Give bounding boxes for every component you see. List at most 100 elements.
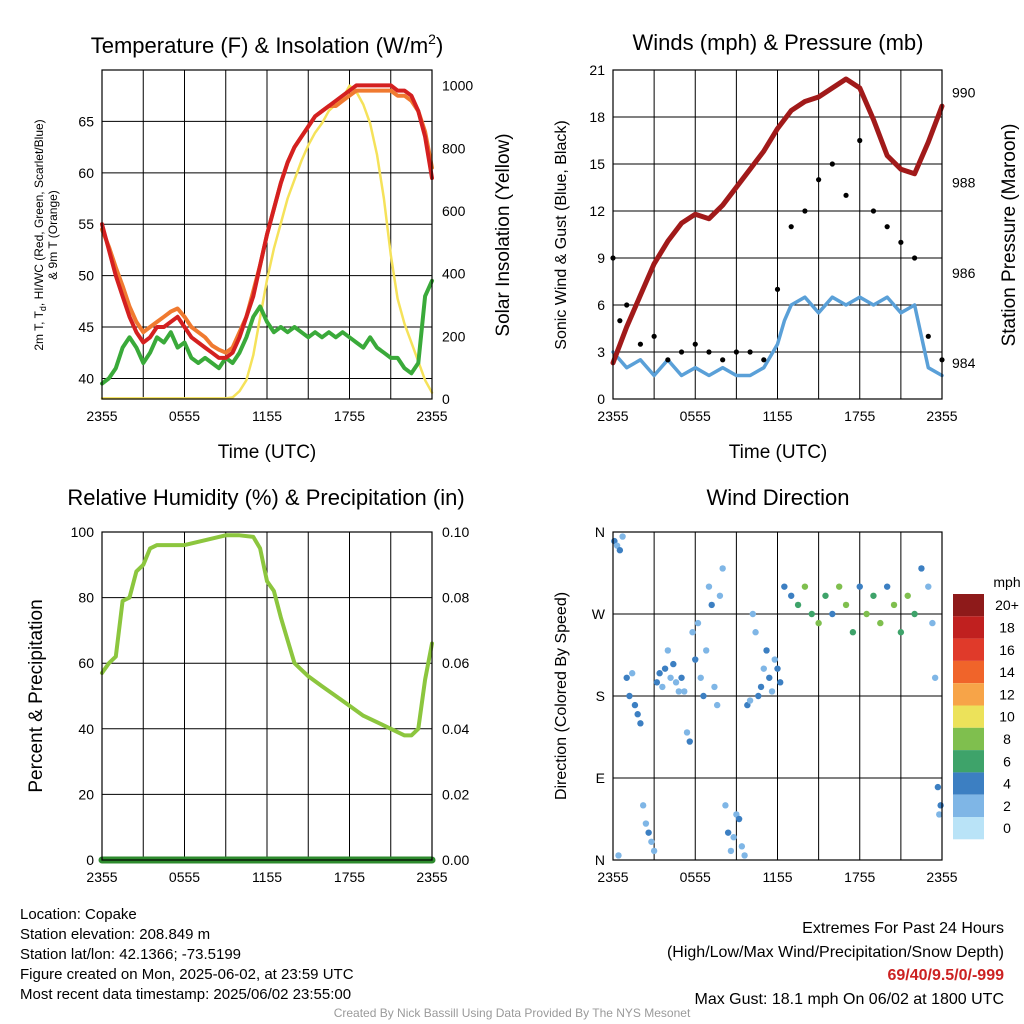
direction-point <box>870 592 877 599</box>
direction-point <box>763 647 770 654</box>
winds-right-ylabel: Station Pressure (Maroon) <box>999 124 1020 347</box>
direction-point <box>711 683 718 691</box>
direction-point <box>741 852 748 859</box>
temperature-y2tick-label: 1000 <box>442 78 473 94</box>
winds-xtick-label: 0555 <box>680 408 711 424</box>
direction-point <box>835 583 843 590</box>
direction-point <box>774 665 781 672</box>
station-location: Location: Copake <box>20 906 137 923</box>
temp-2m-series-line <box>100 83 434 360</box>
humidity-y2tick-label: 0.08 <box>442 590 469 606</box>
direction-point <box>918 565 925 572</box>
station-latlon: Station lat/lon: 42.1366; -73.5199 <box>20 946 242 963</box>
winds-panel-title: Winds (mph) & Pressure (mb) <box>633 30 924 55</box>
gust-point <box>706 349 712 355</box>
direction-ytick-label: N <box>595 852 605 868</box>
pressure-series-line <box>610 76 945 366</box>
winds-y2tick-label: 984 <box>952 355 976 371</box>
humidity-ytick-label: 40 <box>78 721 94 737</box>
direction-point <box>768 688 776 695</box>
direction-ytick-label: S <box>596 688 605 704</box>
winds-axes: 2355 0555 1155 1755 235503691215182198498698… <box>589 62 975 424</box>
colorbar-swatch <box>953 616 984 639</box>
direction-point <box>815 619 822 627</box>
temperature-ytick-label: 55 <box>78 216 94 232</box>
gust-point <box>624 302 630 308</box>
winds-ytick-label: 12 <box>589 203 605 219</box>
direction-point <box>678 674 685 681</box>
direction-point <box>877 619 884 627</box>
direction-point <box>738 843 746 850</box>
direction-point <box>911 610 918 618</box>
direction-point <box>722 802 729 809</box>
gust-point <box>774 286 781 292</box>
direction-xtick-label: 1155 <box>762 869 792 885</box>
direction-point <box>667 674 674 681</box>
colorbar-label: 12 <box>999 686 1015 702</box>
direction-point <box>659 683 666 691</box>
temperature-xlabel: Time (UTC) <box>218 442 317 463</box>
winds-xlabel: Time (UTC) <box>729 442 828 463</box>
humidity-panel-title: Relative Humidity (%) & Precipitation (i… <box>67 485 464 510</box>
winds-y2tick-label: 990 <box>952 85 976 101</box>
temperature-xtick-label: 1755 <box>334 408 365 424</box>
direction-point <box>686 738 693 745</box>
station-elevation: Station elevation: 208.849 m <box>20 926 211 943</box>
direction-point <box>760 665 767 672</box>
direction-point <box>700 692 707 700</box>
temperature-y2tick-label: 800 <box>442 140 466 156</box>
direction-point <box>788 592 795 599</box>
humidity-y2tick-label: 0.10 <box>442 524 469 540</box>
temperature-ytick-label: 65 <box>78 113 94 129</box>
humidity-xtick-label: 2355 <box>86 869 117 885</box>
direction-point <box>749 610 757 618</box>
temperature-xtick-label: 2355 <box>86 408 117 424</box>
winds-ytick-label: 3 <box>597 344 605 360</box>
temperature-ytick-label: 40 <box>78 370 94 386</box>
temperature-xtick-label: 1155 <box>252 408 282 424</box>
sonic-wind-series-line <box>611 295 944 378</box>
dewpoint-series-line <box>100 278 434 386</box>
direction-xtick-label: 2355 <box>597 869 628 885</box>
humidity-y2tick-label: 0.06 <box>442 655 469 671</box>
direction-left-ylabel: Direction (Colored By Speed) <box>553 592 570 800</box>
extremes-subtitle: (High/Low/Max Wind/Precipitation/Snow De… <box>666 943 1004 961</box>
colorbar-swatch <box>953 660 984 684</box>
colorbar-label: 8 <box>1003 731 1011 747</box>
credit-line: Created By Nick Bassill Using Data Provi… <box>333 1006 691 1020</box>
direction-point <box>628 670 636 677</box>
direction-point <box>904 592 911 599</box>
temperature-panel-title: Temperature (F) & Insolation (W/m2) <box>91 31 444 58</box>
humidity-ytick-label: 100 <box>71 524 95 540</box>
direction-xtick-label: 0555 <box>680 869 711 885</box>
winds-ytick-label: 6 <box>597 297 605 313</box>
gust-point <box>870 208 877 214</box>
humidity-frame <box>101 531 433 861</box>
direction-point <box>650 847 658 855</box>
colorbar-swatch <box>953 594 984 617</box>
gust-point <box>720 357 726 363</box>
direction-point <box>746 697 754 704</box>
temperature-right-ylabel: Solar Insolation (Yellow) <box>493 133 514 336</box>
recent-timestamp: Most recent data timestamp: 2025/06/02 2… <box>20 986 352 1003</box>
temperature-ytick-label: 45 <box>78 319 94 335</box>
direction-point <box>637 720 644 727</box>
direction-point <box>708 601 715 609</box>
temperature-left-ylabel-line2: & 9m T (Orange) <box>46 190 60 280</box>
gust-point <box>678 349 685 355</box>
direction-ytick-label: W <box>592 606 606 622</box>
gust-point <box>761 357 767 363</box>
direction-point <box>883 583 891 590</box>
temperature-ytick-label: 50 <box>78 268 94 284</box>
colorbar-label: 20+ <box>995 597 1019 613</box>
humidity-xtick-label: 0555 <box>169 869 200 885</box>
direction-point <box>925 583 932 590</box>
direction-point <box>822 592 829 599</box>
direction-point <box>755 692 762 700</box>
gust-point <box>733 349 739 355</box>
temperature-left-ylabel: 2m T, Td, HI/WC (Red, Green, Scarlet/Blu… <box>32 119 48 350</box>
colorbar-swatch <box>953 750 984 773</box>
gust-point <box>651 333 657 339</box>
humidity-axes: 2355 0555 1155 1755 23550204060801000.000.02… <box>71 524 470 885</box>
